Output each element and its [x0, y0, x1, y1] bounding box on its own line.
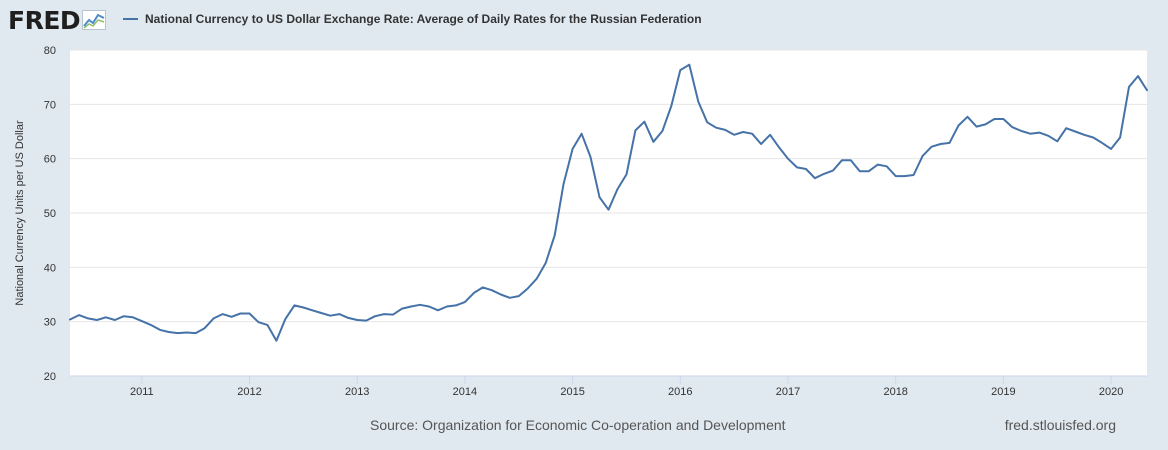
x-tick-label: 2014 — [453, 386, 477, 398]
x-tick-label: 2019 — [991, 386, 1015, 398]
header: FRED National Currency to US Dollar Exch… — [0, 0, 1168, 40]
x-tick-label: 2016 — [668, 386, 692, 398]
y-tick-label: 50 — [44, 208, 56, 220]
series-line — [69, 63, 1148, 342]
legend-swatch — [123, 18, 138, 20]
line-chart-icon — [82, 10, 107, 30]
legend: National Currency to US Dollar Exchange … — [123, 12, 702, 26]
y-tick-label: 70 — [44, 99, 56, 111]
fred-logo-text: FRED — [8, 5, 81, 35]
y-tick-label: 40 — [44, 262, 56, 274]
source-note: Source: Organization for Economic Co-ope… — [370, 417, 786, 433]
x-tick-label: 2013 — [345, 386, 369, 398]
x-tick-label: 2018 — [883, 386, 907, 398]
legend-label: National Currency to US Dollar Exchange … — [145, 12, 702, 26]
y-tick-label: 80 — [44, 45, 56, 57]
x-tick-label: 2015 — [560, 386, 584, 398]
y-tick-label: 20 — [44, 371, 56, 383]
x-tick-label: 2020 — [1099, 386, 1123, 398]
x-tick-label: 2012 — [237, 386, 261, 398]
y-tick-label: 60 — [44, 154, 56, 166]
fred-url[interactable]: fred.stlouisfed.org — [1004, 417, 1116, 433]
x-tick-label: 2011 — [130, 386, 154, 398]
y-tick-label: 30 — [44, 317, 56, 329]
x-tick-label: 2017 — [776, 386, 800, 398]
fred-logo[interactable]: FRED — [8, 5, 107, 35]
